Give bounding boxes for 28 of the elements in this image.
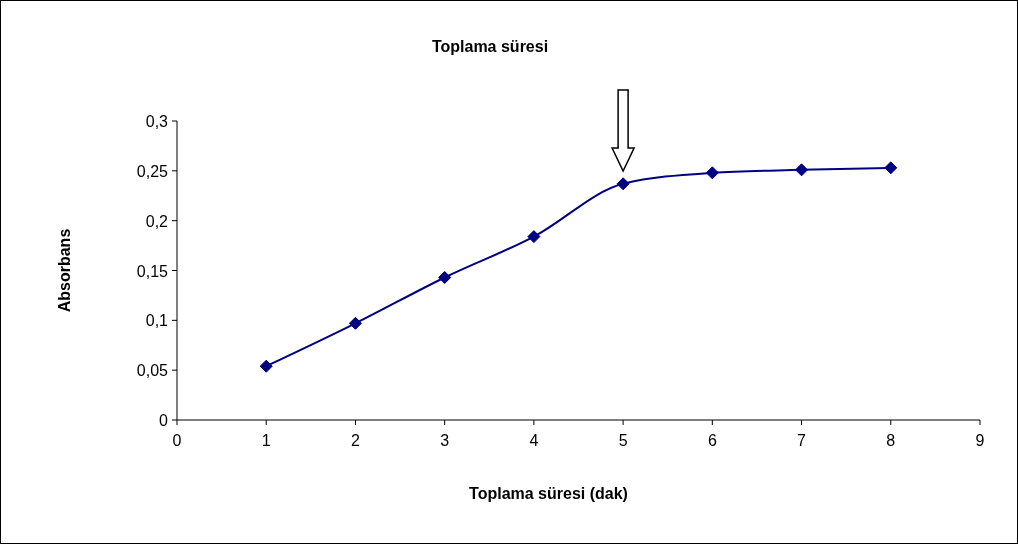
point	[884, 161, 898, 175]
x-tick-label: 9	[975, 432, 985, 449]
x-tick-label: 5	[618, 432, 628, 449]
x-tick-label: 6	[707, 432, 717, 449]
x-tick-label: 4	[529, 432, 539, 449]
x-tick-label: 2	[350, 432, 360, 449]
x-tick-label: 1	[261, 432, 271, 449]
x-tick-label: 0	[172, 432, 182, 449]
y-tick-label: 0,25	[136, 162, 169, 180]
point	[348, 316, 362, 330]
x-tick-label: 8	[886, 432, 896, 449]
y-tick-label: 0,3	[145, 113, 169, 130]
point	[705, 166, 719, 180]
chart-title: Toplama süresi	[431, 38, 549, 55]
y-tick-label: 0,15	[136, 262, 169, 280]
x-axis-title: Toplama süresi (dak)	[469, 485, 628, 502]
point	[259, 359, 273, 373]
y-tick-label: 0,1	[145, 312, 169, 330]
y-tick-label: 0	[159, 412, 169, 429]
point	[438, 270, 452, 284]
x-tick-label: 3	[440, 432, 450, 449]
x-tick-label: 7	[797, 432, 807, 449]
point	[795, 163, 809, 177]
y-axis-title: Absorbans	[56, 228, 73, 313]
y-tick-label: 0,2	[145, 212, 169, 230]
point	[527, 230, 541, 244]
y-tick-label: 0,05	[136, 362, 169, 380]
point	[616, 177, 630, 191]
